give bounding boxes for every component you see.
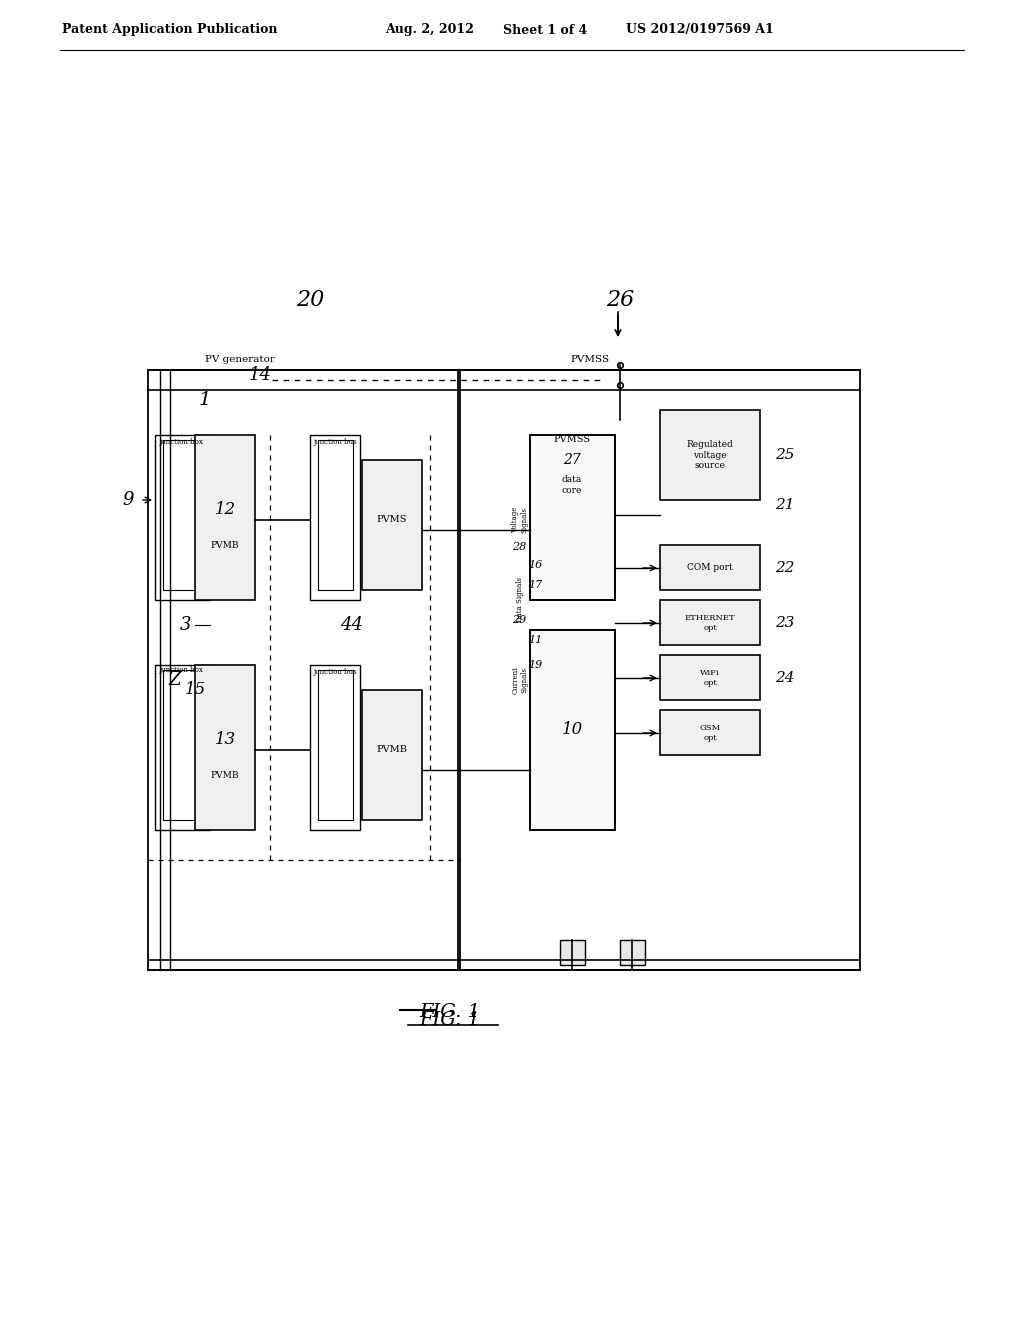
Text: PVMSS: PVMSS — [570, 355, 609, 364]
Text: 9: 9 — [122, 491, 134, 510]
Bar — [660, 411, 760, 500]
Text: Patent Application Publication: Patent Application Publication — [62, 24, 278, 37]
Text: 1: 1 — [199, 391, 211, 409]
Text: 23: 23 — [775, 616, 795, 630]
Bar — [660, 710, 760, 755]
Text: 27: 27 — [563, 453, 581, 467]
Bar — [362, 690, 422, 820]
Text: 17: 17 — [528, 579, 542, 590]
Text: 16: 16 — [528, 560, 542, 570]
Text: GSM
opt: GSM opt — [699, 725, 721, 742]
Bar — [660, 601, 760, 645]
Text: Z: Z — [169, 671, 181, 689]
Text: junction box: junction box — [160, 438, 204, 446]
Bar — [530, 630, 615, 830]
Bar — [660, 545, 760, 590]
Text: COM port: COM port — [687, 564, 733, 573]
Text: 25: 25 — [775, 447, 795, 462]
Bar — [460, 370, 860, 970]
Bar — [195, 665, 255, 830]
Text: junction box: junction box — [160, 667, 204, 675]
Bar — [620, 940, 645, 965]
Text: US 2012/0197569 A1: US 2012/0197569 A1 — [626, 24, 774, 37]
Text: 14: 14 — [249, 366, 271, 384]
Bar — [318, 671, 353, 820]
Text: ETHERNET
opt: ETHERNET opt — [685, 614, 735, 631]
Text: data
core: data core — [562, 475, 583, 495]
Text: PVMS: PVMS — [377, 516, 408, 524]
Text: junction bus: junction bus — [313, 438, 356, 446]
Text: 10: 10 — [561, 722, 583, 738]
Text: 13: 13 — [214, 731, 236, 748]
Bar — [155, 665, 210, 830]
Bar — [163, 440, 203, 590]
Text: 28: 28 — [512, 543, 526, 552]
Text: WiFi
opt: WiFi opt — [700, 669, 720, 686]
Text: FIG. 1: FIG. 1 — [420, 1003, 480, 1020]
Text: PVMB: PVMB — [377, 746, 408, 755]
Text: 15: 15 — [184, 681, 206, 698]
Text: 22: 22 — [775, 561, 795, 576]
Text: 12: 12 — [214, 502, 236, 519]
Text: junction bus: junction bus — [313, 668, 356, 676]
Bar — [530, 436, 615, 601]
Text: Voltage
Signals: Voltage Signals — [511, 507, 528, 533]
Bar — [155, 436, 210, 601]
Text: 26: 26 — [606, 289, 634, 312]
Text: 20: 20 — [296, 289, 325, 312]
Text: PV generator: PV generator — [205, 355, 274, 364]
Text: Aug. 2, 2012: Aug. 2, 2012 — [386, 24, 474, 37]
Text: 29: 29 — [512, 615, 526, 624]
Text: PVMSS: PVMSS — [553, 436, 591, 445]
Bar — [148, 370, 458, 970]
Bar — [362, 459, 422, 590]
Text: Regulated
voltage
source: Regulated voltage source — [687, 440, 733, 470]
Bar — [195, 436, 255, 601]
Text: Sheet 1 of 4: Sheet 1 of 4 — [503, 24, 587, 37]
Text: Data Signals: Data Signals — [516, 578, 524, 623]
Text: FIG. 1: FIG. 1 — [420, 1011, 480, 1030]
Bar — [318, 440, 353, 590]
Text: 19: 19 — [528, 660, 542, 671]
Text: 21: 21 — [775, 498, 795, 512]
Text: 11: 11 — [528, 635, 542, 645]
Bar — [560, 940, 585, 965]
Bar — [163, 671, 203, 820]
Text: 44: 44 — [340, 616, 362, 634]
Text: Current
Signals: Current Signals — [511, 667, 528, 694]
Text: PVMB: PVMB — [211, 540, 240, 549]
Text: 3: 3 — [180, 616, 191, 634]
Bar — [310, 665, 360, 830]
Text: 24: 24 — [775, 671, 795, 685]
Bar — [660, 655, 760, 700]
Bar — [310, 436, 360, 601]
Text: PVMB: PVMB — [211, 771, 240, 780]
